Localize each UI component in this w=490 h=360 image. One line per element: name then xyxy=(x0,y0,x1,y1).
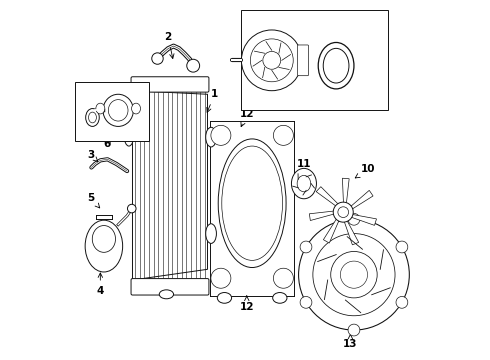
Text: 2: 2 xyxy=(165,32,174,58)
Ellipse shape xyxy=(348,324,360,336)
Polygon shape xyxy=(309,211,335,221)
Bar xyxy=(75,82,148,141)
Circle shape xyxy=(250,39,293,82)
Ellipse shape xyxy=(206,127,217,147)
Circle shape xyxy=(242,30,302,91)
Text: 6: 6 xyxy=(104,139,111,149)
Ellipse shape xyxy=(318,42,354,89)
Text: 10: 10 xyxy=(355,164,375,178)
Text: 1: 1 xyxy=(207,89,218,112)
Ellipse shape xyxy=(300,241,312,253)
Text: 12: 12 xyxy=(240,296,254,312)
Ellipse shape xyxy=(323,48,349,83)
Text: 3: 3 xyxy=(87,150,98,162)
Bar xyxy=(242,10,388,111)
Ellipse shape xyxy=(96,103,105,114)
Circle shape xyxy=(127,204,136,213)
Ellipse shape xyxy=(218,293,232,303)
Circle shape xyxy=(313,234,395,316)
Circle shape xyxy=(211,268,231,288)
Circle shape xyxy=(152,53,163,64)
Circle shape xyxy=(263,51,281,69)
Polygon shape xyxy=(350,190,373,210)
Ellipse shape xyxy=(89,112,97,123)
Ellipse shape xyxy=(272,293,287,303)
Circle shape xyxy=(273,268,294,288)
Ellipse shape xyxy=(85,220,122,272)
Ellipse shape xyxy=(396,241,408,253)
Text: 11: 11 xyxy=(296,159,311,180)
Ellipse shape xyxy=(108,100,128,121)
Circle shape xyxy=(333,202,353,222)
Text: 8: 8 xyxy=(251,14,263,37)
Ellipse shape xyxy=(103,94,133,126)
Ellipse shape xyxy=(292,168,317,199)
Ellipse shape xyxy=(300,296,312,308)
Circle shape xyxy=(341,261,368,288)
FancyBboxPatch shape xyxy=(131,279,209,295)
Ellipse shape xyxy=(159,290,173,299)
Circle shape xyxy=(338,207,348,217)
Text: 12: 12 xyxy=(240,109,254,127)
Ellipse shape xyxy=(86,109,99,126)
Text: 5: 5 xyxy=(87,193,99,208)
Polygon shape xyxy=(344,220,359,245)
Text: 4: 4 xyxy=(97,273,104,296)
Circle shape xyxy=(298,219,409,330)
Ellipse shape xyxy=(132,103,141,114)
Circle shape xyxy=(211,125,231,145)
Text: 13: 13 xyxy=(343,334,358,349)
Text: 7: 7 xyxy=(76,96,84,107)
Ellipse shape xyxy=(396,296,408,308)
Text: 9: 9 xyxy=(328,87,336,110)
Circle shape xyxy=(187,59,199,72)
Ellipse shape xyxy=(92,226,116,252)
Circle shape xyxy=(331,251,377,298)
Ellipse shape xyxy=(206,224,217,243)
Polygon shape xyxy=(323,219,339,243)
Polygon shape xyxy=(343,178,349,204)
Circle shape xyxy=(273,125,294,145)
Ellipse shape xyxy=(348,213,360,225)
Ellipse shape xyxy=(222,146,283,260)
Ellipse shape xyxy=(297,175,311,192)
Ellipse shape xyxy=(218,139,286,267)
Ellipse shape xyxy=(124,128,133,146)
FancyBboxPatch shape xyxy=(297,45,309,76)
Polygon shape xyxy=(316,187,339,206)
Polygon shape xyxy=(351,214,376,225)
FancyBboxPatch shape xyxy=(131,77,209,92)
